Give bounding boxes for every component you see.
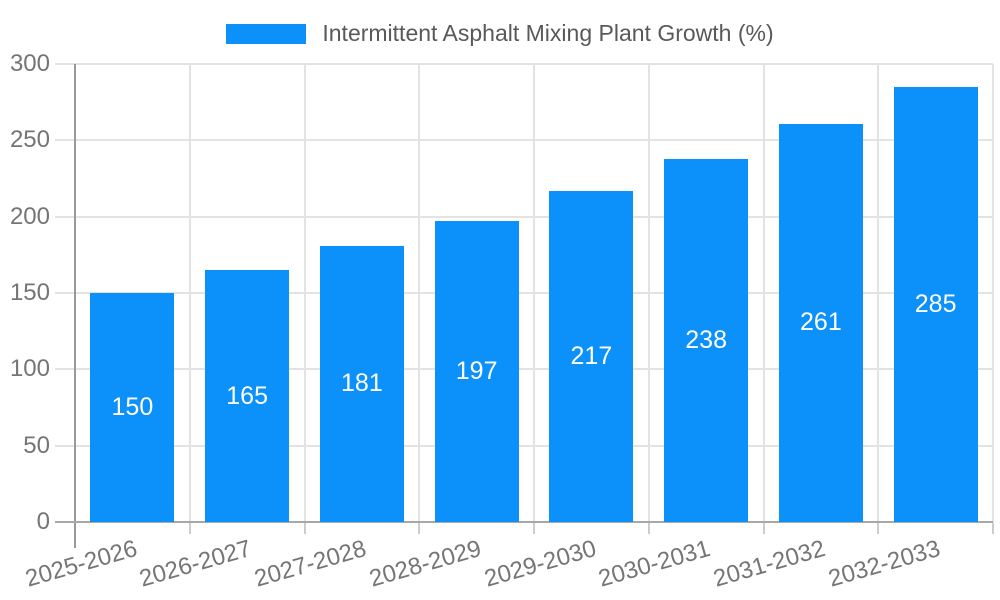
bar-value-label: 261 xyxy=(800,308,842,337)
bar-value-label: 197 xyxy=(455,357,498,386)
bar-value-label: 217 xyxy=(570,341,613,370)
legend: Intermittent Asphalt Mixing Plant Growth… xyxy=(0,20,1000,47)
x-tick-label: 2026-2027 xyxy=(136,535,255,593)
x-tick xyxy=(303,523,306,534)
y-tick-label: 250 xyxy=(9,126,50,154)
x-tick xyxy=(647,523,650,534)
gridline-x xyxy=(533,64,535,522)
gridline-x xyxy=(877,64,880,522)
gridline-y xyxy=(55,215,993,218)
gridline-y xyxy=(55,444,993,447)
y-tick-label: 0 xyxy=(36,508,50,535)
y-tick-label: 100 xyxy=(9,355,50,383)
x-tick xyxy=(992,523,994,534)
bar: 261 xyxy=(778,123,863,522)
y-tick-label: 300 xyxy=(9,50,50,77)
x-tick xyxy=(533,523,535,534)
x-tick-label: 2025-2026 xyxy=(22,535,140,593)
x-axis-line xyxy=(55,521,993,523)
gridline-x xyxy=(303,64,306,522)
bar: 197 xyxy=(434,221,519,522)
bar-value-label: 285 xyxy=(914,289,957,318)
bar-value-label: 150 xyxy=(111,393,154,421)
legend-swatch xyxy=(226,23,307,44)
gridline-x xyxy=(762,64,765,522)
bar: 238 xyxy=(664,158,749,522)
y-tick-label: 150 xyxy=(9,279,50,306)
gridline-x xyxy=(992,64,994,522)
bar-value-label: 165 xyxy=(226,381,268,410)
gridline-y xyxy=(55,63,993,65)
x-tick-label: 2027-2028 xyxy=(251,535,370,593)
x-tick xyxy=(418,523,421,534)
gridline-y xyxy=(55,368,993,371)
gridline-x xyxy=(188,64,191,522)
bar: 285 xyxy=(893,86,978,522)
x-tick xyxy=(877,523,880,534)
legend-label: Intermittent Asphalt Mixing Plant Growth… xyxy=(322,20,774,46)
bar-value-label: 181 xyxy=(341,369,383,398)
x-tick-label: 2030-2031 xyxy=(595,535,714,593)
x-tick xyxy=(762,523,765,534)
bar-value-label: 238 xyxy=(685,325,727,354)
gridline-y xyxy=(55,292,993,294)
bar: 165 xyxy=(205,270,290,522)
gridline-x xyxy=(647,64,650,522)
y-axis-line xyxy=(74,64,76,548)
gridline-y xyxy=(55,139,993,142)
x-tick xyxy=(188,523,191,534)
bar: 181 xyxy=(319,245,404,522)
gridline-x xyxy=(418,64,421,522)
x-tick-label: 2028-2029 xyxy=(366,535,485,593)
x-tick-label: 2032-2033 xyxy=(825,535,944,593)
x-tick-label: 2029-2030 xyxy=(481,535,599,593)
bar: 217 xyxy=(549,190,634,522)
y-tick-label: 200 xyxy=(9,202,50,230)
x-tick-label: 2031-2032 xyxy=(710,535,829,593)
bar: 150 xyxy=(90,293,175,522)
y-tick-label: 50 xyxy=(23,431,50,459)
